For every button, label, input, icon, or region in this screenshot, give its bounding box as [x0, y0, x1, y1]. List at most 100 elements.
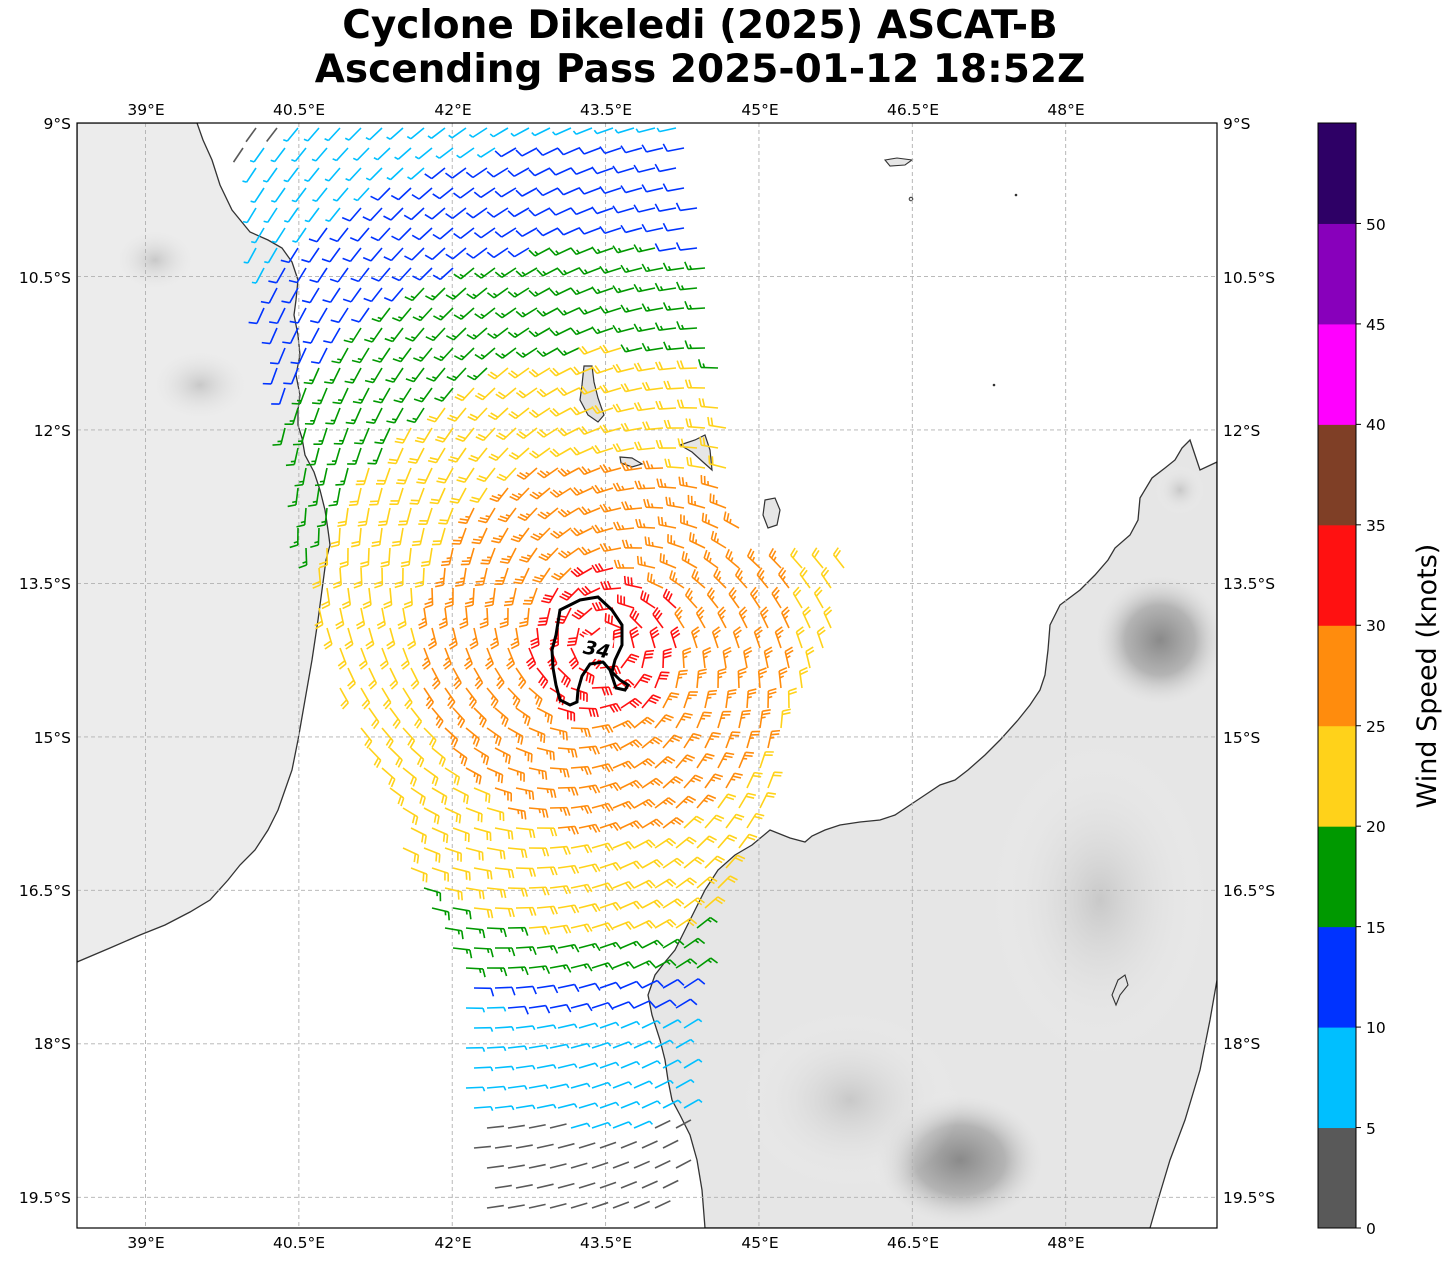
- lat-label-right: 12°S: [1223, 422, 1260, 440]
- lat-label-right: 13.5°S: [1223, 575, 1275, 593]
- wind-barb: [519, 547, 538, 563]
- wind-barb: [318, 547, 329, 569]
- wind-barb: [507, 1124, 525, 1129]
- wind-barb: [662, 817, 684, 829]
- colorbar-tick-label: 10: [1366, 1019, 1386, 1037]
- wind-barb: [515, 946, 537, 956]
- wind-barb: [549, 1202, 567, 1209]
- wind-barb: [453, 227, 475, 240]
- wind-barb: [663, 419, 685, 429]
- wind-barb: [416, 467, 433, 485]
- wind-barb: [816, 626, 826, 649]
- wind-barb: [599, 542, 622, 553]
- colorbar-frame: [1317, 122, 1357, 1229]
- wind-contour-34kt: 34: [550, 595, 631, 707]
- wind-barb: [557, 227, 580, 236]
- wind-barb: [549, 287, 572, 297]
- wind-barb: [373, 147, 391, 161]
- wind-barb: [271, 387, 286, 405]
- wind-barb: [306, 447, 320, 466]
- wind-barb: [633, 1120, 654, 1129]
- wind-barb: [536, 945, 559, 954]
- wind-barb: [768, 547, 782, 569]
- wind-barb: [570, 804, 593, 814]
- wind-barb: [459, 607, 469, 629]
- wind-barb: [620, 697, 643, 709]
- wind-barb: [266, 127, 278, 142]
- colorbar-segments: [1318, 123, 1356, 1229]
- wind-barb: [403, 207, 425, 221]
- wind-barb: [474, 387, 496, 401]
- wind-barb: [494, 947, 516, 957]
- highland-shading: [110, 225, 200, 295]
- wind-barb: [418, 607, 428, 630]
- wind-barb: [557, 467, 580, 477]
- wind-barb: [612, 1081, 633, 1089]
- wind-barb: [620, 383, 643, 393]
- wind-barb: [805, 646, 815, 669]
- wind-barb: [676, 321, 698, 330]
- wind-barb: [536, 427, 559, 438]
- wind-barb: [599, 146, 622, 155]
- wind-barb: [513, 567, 530, 585]
- wind-barb: [477, 507, 496, 524]
- wind-barb: [433, 347, 454, 362]
- wind-barb: [578, 385, 601, 395]
- wind-barb: [374, 567, 384, 589]
- wind-barb: [662, 692, 680, 709]
- wind-barb: [591, 166, 614, 175]
- wind-barb: [578, 1022, 599, 1029]
- wind-barb: [337, 507, 349, 528]
- wind-barb: [746, 688, 757, 709]
- wind-barb: [531, 127, 551, 137]
- wind-barb: [734, 567, 748, 589]
- wind-barb: [696, 753, 715, 769]
- wind-barb: [383, 247, 404, 262]
- wind-barb: [389, 667, 399, 690]
- wind-barb: [599, 1181, 617, 1189]
- wind-barb: [675, 754, 696, 769]
- wind-barb: [486, 927, 507, 938]
- wind-barb: [431, 667, 441, 690]
- wind-barb: [387, 447, 404, 465]
- wind-barb: [566, 627, 580, 647]
- wind-barb: [360, 687, 371, 710]
- wind-barb: [686, 456, 706, 469]
- wind-barb: [591, 882, 614, 892]
- wind-barb: [676, 281, 698, 291]
- wind-barb: [486, 167, 509, 178]
- wind-barb: [690, 626, 701, 649]
- wind-barb: [444, 847, 462, 862]
- wind-barb: [578, 823, 601, 833]
- wind-barb: [383, 287, 404, 302]
- wind-barb: [517, 507, 538, 522]
- wind-barb: [494, 707, 509, 728]
- wind-barb: [696, 794, 717, 809]
- wind-barb: [528, 925, 550, 935]
- wind-barb: [591, 922, 614, 932]
- wind-barb: [515, 307, 538, 318]
- wind-barb: [499, 547, 517, 564]
- wind-barb: [633, 839, 656, 849]
- wind-barb: [389, 787, 405, 807]
- wind-barb: [410, 747, 425, 768]
- wind-barb: [759, 606, 769, 629]
- wind-barb: [351, 347, 370, 364]
- wind-barb: [557, 307, 580, 316]
- wind-barb: [675, 795, 697, 809]
- wind-barb: [432, 187, 454, 200]
- wind-barb: [463, 647, 473, 670]
- wind-barb: [400, 647, 410, 670]
- wind-barb: [432, 267, 454, 281]
- wind-barb: [458, 507, 475, 525]
- wind-barb: [365, 167, 383, 181]
- wind-barb: [633, 164, 656, 173]
- wind-barb: [675, 1079, 695, 1089]
- wind-barb: [654, 959, 677, 969]
- wind-barb: [641, 1060, 661, 1069]
- wind-barb: [370, 187, 391, 201]
- wind-barb: [678, 476, 698, 489]
- wind-barb: [507, 727, 524, 745]
- wind-barb: [302, 327, 320, 344]
- wind-barb: [683, 1018, 703, 1029]
